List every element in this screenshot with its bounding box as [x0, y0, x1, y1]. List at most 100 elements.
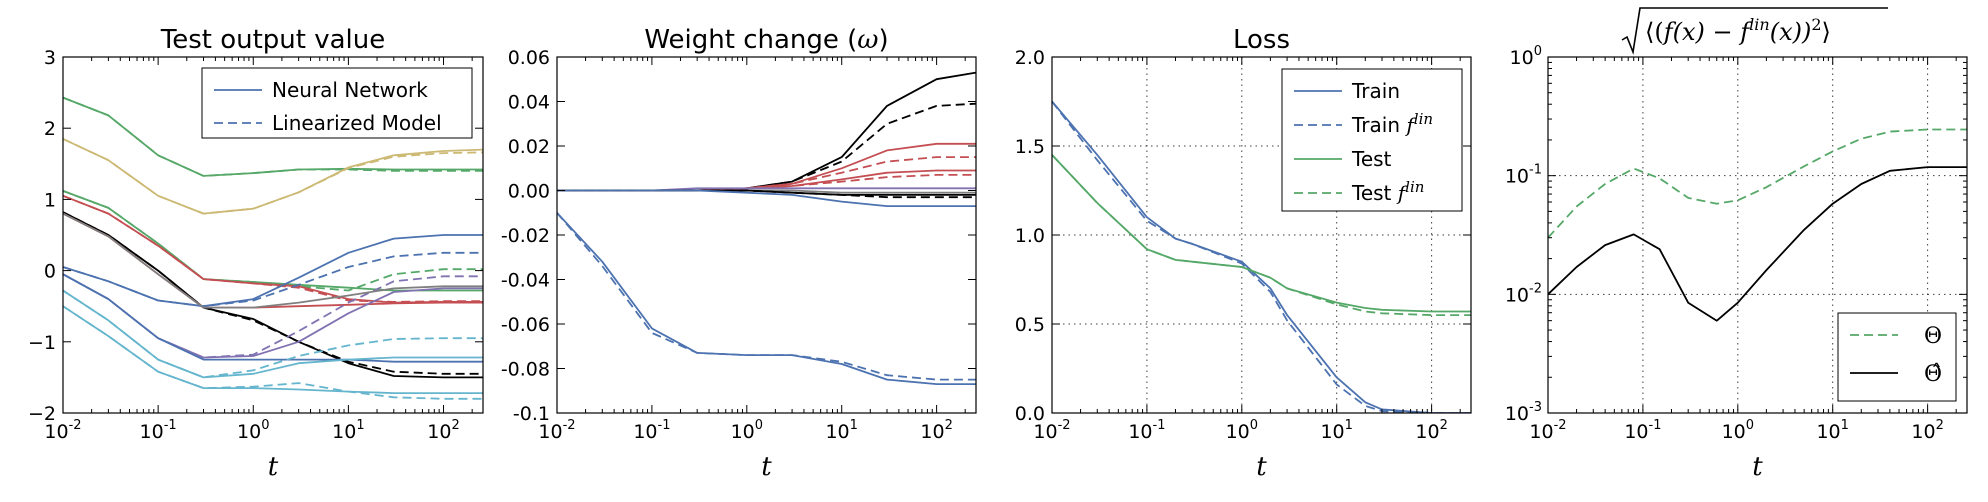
series-line [63, 212, 483, 309]
series-line [557, 71, 976, 192]
x-axis-label: t [268, 452, 279, 482]
y-tick-label: 0.04 [508, 92, 550, 114]
x-tick-label: 102 [427, 418, 459, 443]
legend-frame [1281, 68, 1463, 212]
x-tick-label: 100 [1226, 418, 1258, 443]
x-tick-label: 101 [825, 418, 857, 443]
series-line [63, 194, 483, 303]
series-line [63, 234, 483, 308]
y-tick-label: 1.0 [1015, 225, 1045, 247]
legend: Neural Network Linearized Model [201, 67, 473, 139]
x-tick-label: 102 [920, 418, 952, 443]
series-line [1548, 166, 1967, 322]
x-tick-label: 10-1 [633, 418, 670, 443]
series-line [63, 190, 483, 292]
sqrt-sign [1621, 7, 1888, 55]
y-tick-label: 10-1 [1505, 163, 1542, 188]
series-line [63, 289, 483, 379]
panel-title: Test output value [160, 25, 386, 55]
y-tick-label: 100 [1510, 44, 1542, 69]
series-line [557, 212, 976, 386]
x-tick-label: 100 [1722, 418, 1754, 443]
y-tick-label: -0.08 [501, 359, 550, 381]
y-tick-label: -0.1 [513, 403, 550, 425]
legend-label: Θ [1924, 324, 1942, 349]
series-group [1548, 128, 1967, 322]
panel-title: Loss [1233, 25, 1290, 55]
y-tick-label: 2.0 [1015, 47, 1045, 69]
y-tick-label: 0.02 [508, 136, 550, 158]
legend-label: Test [1351, 147, 1392, 171]
x-axis: 10-2 10-1 100 101 102 [1033, 57, 1461, 443]
panel-title: ⟨(f(x) − flin(x))2⟩ [1621, 7, 1888, 55]
plot-frame [62, 56, 484, 414]
x-axis-label: t [1752, 452, 1763, 482]
legend-frame [1837, 312, 1957, 402]
series-line [557, 189, 976, 208]
y-tick-label: −1 [28, 332, 56, 354]
y-tick-label: −2 [28, 403, 56, 425]
series-line [557, 212, 976, 381]
x-tick-label: 101 [332, 418, 364, 443]
legend-label: Neural Network [272, 78, 428, 102]
series-line [63, 96, 483, 177]
x-tick-label: 10-2 [1529, 418, 1566, 443]
y-tick-label: 2 [44, 118, 56, 140]
panel-rms-difference: ⟨(f(x) − flin(x))2⟩ 10-2 10-1 100 101 102 t 10… [1505, 7, 1968, 482]
y-tick-label: 0.5 [1015, 314, 1045, 336]
x-tick-label: 102 [1415, 418, 1447, 443]
y-tick-label: 0.00 [508, 181, 550, 203]
panel-test-output-value: Test output value 10-2 10-1 100 101 102 t 3 2 1 0… [28, 25, 484, 482]
y-axis: 2.0 1.5 1.0 0.5 0.0 [1015, 47, 1471, 425]
series-line [557, 142, 976, 192]
legend-label: Train flin [1351, 110, 1433, 137]
y-tick-label: 10-3 [1505, 400, 1542, 425]
x-axis-label: t [1256, 452, 1267, 482]
x-tick-label: 10-2 [1033, 418, 1070, 443]
x-tick-label: 100 [237, 418, 269, 443]
x-tick-label: 102 [1911, 418, 1943, 443]
panel-loss: Loss 10-2 10-1 100 101 102 t 2.0 1.5 1.0 0.5 0.0 Tr… [1015, 25, 1472, 482]
panel-weight-change: Weight change (ω) 10-2 10-1 100 101 102 t 0.06… [501, 25, 977, 482]
y-tick-label: -0.06 [501, 314, 550, 336]
series-line [63, 273, 483, 359]
x-tick-label: 101 [1816, 418, 1848, 443]
legend-label: Θ̂ [1924, 362, 1942, 387]
y-tick-label: 1.5 [1015, 136, 1045, 158]
y-tick-label: 0 [44, 261, 56, 283]
x-tick-label: 10-2 [538, 418, 575, 443]
x-axis: 10-2 10-1 100 101 102 [44, 57, 473, 443]
series-line [63, 190, 483, 292]
series-line [63, 273, 483, 363]
series-line [63, 251, 483, 308]
panel-title-formula: ⟨(f(x) − flin(x))2⟩ [1645, 15, 1831, 46]
x-axis-label: t [761, 452, 772, 482]
legend-label: Test flin [1351, 178, 1424, 205]
y-axis: 0.06 0.04 0.02 0.00 -0.02 -0.04 -0.06 -0.08 -0.1 [501, 47, 976, 425]
y-tick-label: 0.06 [508, 47, 550, 69]
series-line [1548, 128, 1967, 239]
series-line [63, 138, 483, 215]
y-tick-label: 0.0 [1015, 403, 1045, 425]
plot-frame [556, 56, 977, 414]
series-group [63, 96, 483, 400]
y-tick-label: -0.04 [501, 270, 550, 292]
x-axis: 10-2 10-1 100 101 102 [1529, 57, 1957, 443]
y-axis: 100 10-1 10-2 10-3 [1505, 44, 1967, 425]
legend-frame [201, 67, 473, 139]
series-line [1052, 154, 1471, 317]
x-tick-label: 10-1 [1624, 418, 1661, 443]
y-tick-label: 10-2 [1505, 281, 1542, 306]
x-tick-label: 10-1 [140, 418, 177, 443]
legend: Train Train flin Test Test flin [1281, 68, 1463, 212]
series-line [63, 138, 483, 215]
y-tick-label: -0.02 [501, 225, 550, 247]
plot-frame [1547, 56, 1968, 414]
panel-title: Weight change (ω) [644, 25, 888, 55]
series-group [557, 71, 976, 386]
legend: Θ Θ̂ [1837, 312, 1957, 402]
x-axis: 10-2 10-1 100 101 102 [538, 57, 966, 443]
x-tick-label: 10-2 [44, 418, 81, 443]
y-tick-label: 1 [44, 189, 56, 211]
